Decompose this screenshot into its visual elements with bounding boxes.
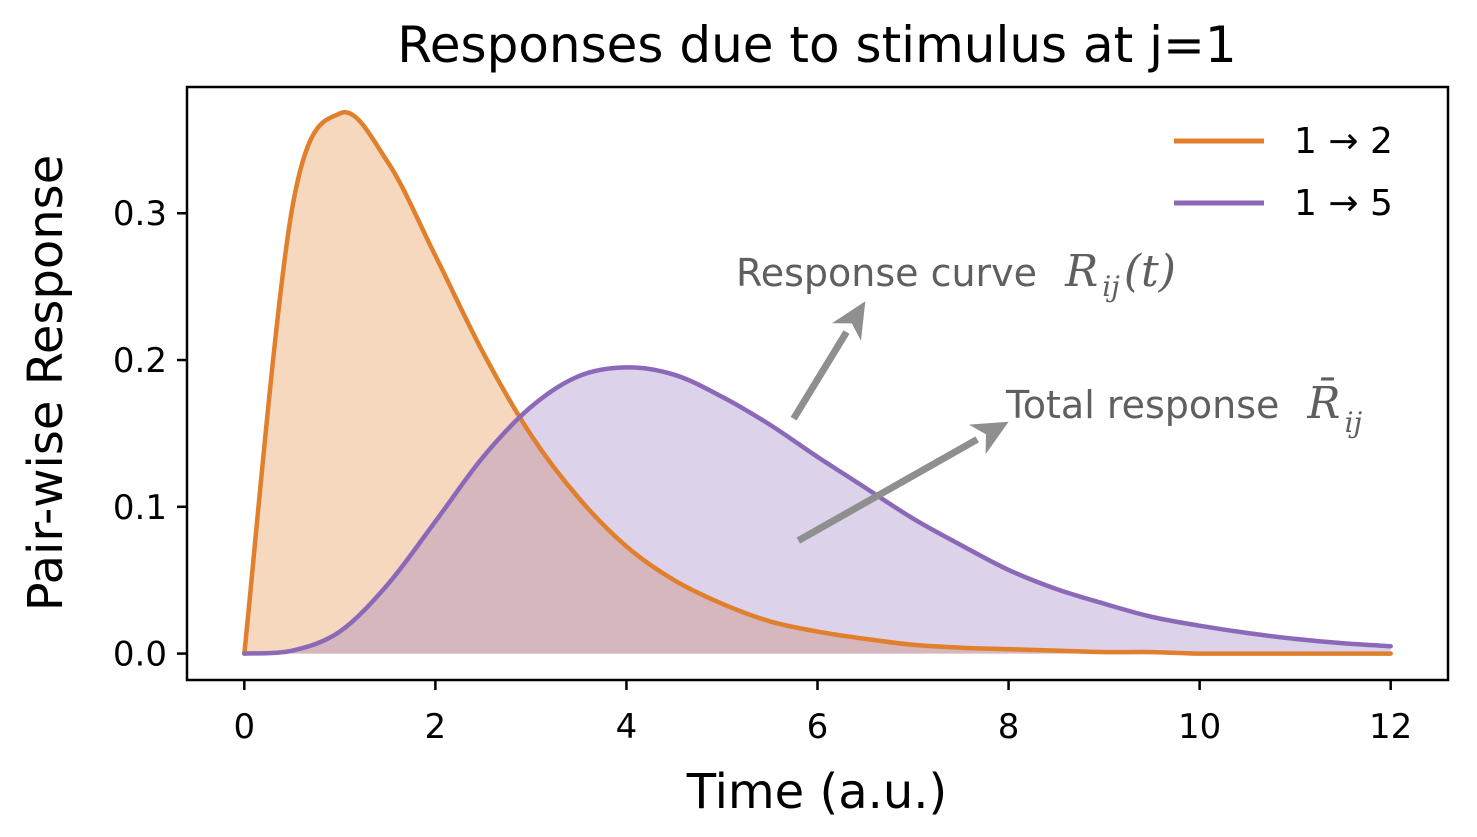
annotation-total-response-text: Total response	[1005, 383, 1279, 427]
x-tick-label: 6	[807, 707, 829, 747]
annotation-response-curve-subscript: ij	[1102, 270, 1120, 303]
annotation-response-curve-text: Response curve	[736, 251, 1037, 295]
y-tick-label: 0.1	[113, 488, 167, 528]
y-tick-label: 0.3	[113, 194, 167, 234]
y-tick-label: 0.2	[113, 341, 167, 381]
legend: 1 → 2 1 → 5	[1174, 121, 1393, 224]
series-0-line	[242, 110, 1393, 656]
y-axis: 0.0 0.1 0.2 0.3	[113, 194, 187, 675]
annotation-total-response-subscript: ij	[1345, 406, 1363, 439]
annotation-arrow-shaft	[796, 436, 979, 544]
x-tick-label: 8	[998, 707, 1020, 747]
annotation-arrow-shaft	[790, 330, 850, 421]
annotation-response-curve-suffix: (t)	[1124, 246, 1176, 297]
x-tick-label: 12	[1369, 707, 1412, 747]
annotation-arrows	[790, 301, 1009, 544]
series-lines	[242, 110, 1393, 656]
x-tick-label: 2	[425, 707, 447, 747]
annotations: Response curve R ij (t) Total response R…	[736, 246, 1363, 544]
x-axis-label: Time (a.u.)	[686, 764, 948, 820]
legend-label-series-0: 1 → 2	[1294, 121, 1393, 162]
x-axis: 0 2 4 6 8 10 12	[233, 680, 1412, 747]
series-1-line	[242, 365, 1393, 656]
annotation-arrow-head	[968, 421, 1009, 455]
annotation-arrow-head	[832, 301, 866, 341]
y-tick-label: 0.0	[113, 635, 167, 675]
x-tick-label: 4	[616, 707, 638, 747]
y-axis-label: Pair-wise Response	[18, 155, 74, 611]
annotation-total-response: Total response R̄ ij	[1005, 376, 1363, 439]
annotation-response-curve: Response curve R ij (t)	[736, 246, 1176, 303]
chart-title: Responses due to stimulus at j=1	[397, 16, 1236, 74]
x-tick-label: 0	[233, 707, 255, 747]
series-0-area	[244, 112, 1391, 654]
x-tick-label: 10	[1178, 707, 1221, 747]
annotation-total-response-symbol: R̄	[1306, 376, 1340, 429]
annotation-response-curve-symbol: R	[1064, 246, 1098, 297]
legend-label-series-1: 1 → 5	[1294, 183, 1393, 224]
